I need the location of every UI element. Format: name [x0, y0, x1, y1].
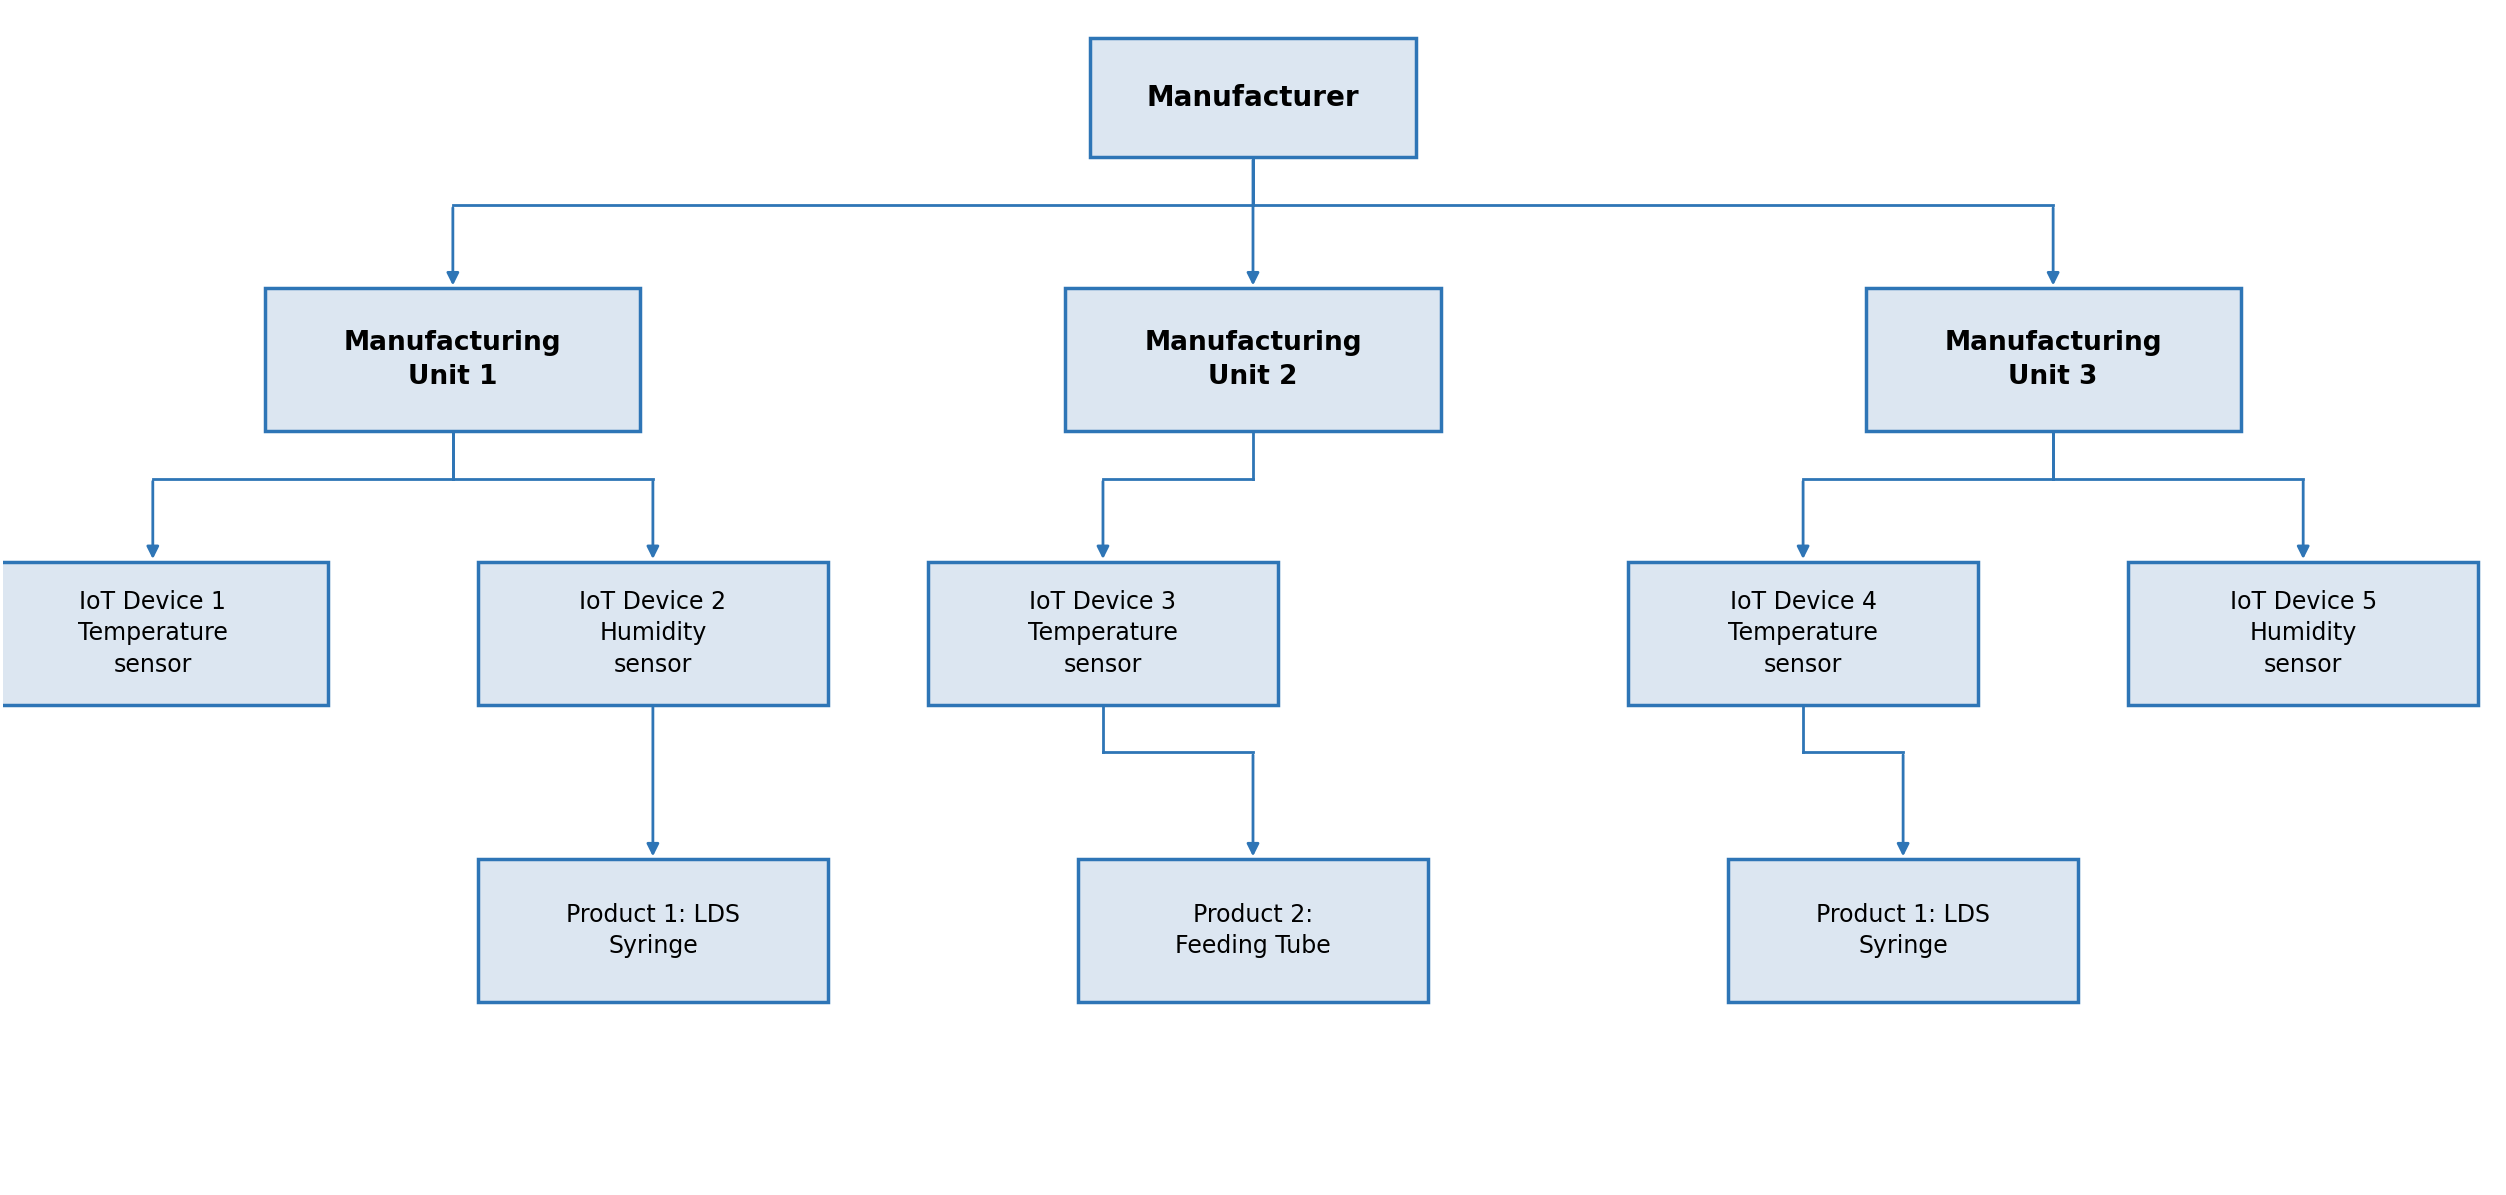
- Text: IoT Device 5
Humidity
sensor: IoT Device 5 Humidity sensor: [2230, 589, 2376, 676]
- Text: IoT Device 3
Temperature
sensor: IoT Device 3 Temperature sensor: [1027, 589, 1178, 676]
- FancyBboxPatch shape: [2128, 562, 2478, 705]
- Text: IoT Device 2
Humidity
sensor: IoT Device 2 Humidity sensor: [579, 589, 727, 676]
- FancyBboxPatch shape: [479, 859, 827, 1001]
- FancyBboxPatch shape: [479, 562, 827, 705]
- Text: IoT Device 1
Temperature
sensor: IoT Device 1 Temperature sensor: [78, 589, 228, 676]
- FancyBboxPatch shape: [1729, 859, 2077, 1001]
- FancyBboxPatch shape: [1065, 288, 1441, 431]
- FancyBboxPatch shape: [1090, 38, 1416, 158]
- FancyBboxPatch shape: [927, 562, 1278, 705]
- Text: Product 1: LDS
Syringe: Product 1: LDS Syringe: [1817, 902, 1990, 958]
- Text: Manufacturing
Unit 2: Manufacturing Unit 2: [1145, 330, 1361, 390]
- Text: Product 1: LDS
Syringe: Product 1: LDS Syringe: [566, 902, 739, 958]
- Text: Manufacturing
Unit 3: Manufacturing Unit 3: [1945, 330, 2163, 390]
- FancyBboxPatch shape: [266, 288, 642, 431]
- Text: Manufacturer: Manufacturer: [1148, 84, 1358, 112]
- FancyBboxPatch shape: [1078, 859, 1428, 1001]
- FancyBboxPatch shape: [1629, 562, 1977, 705]
- Text: Manufacturing
Unit 1: Manufacturing Unit 1: [343, 330, 561, 390]
- Text: IoT Device 4
Temperature
sensor: IoT Device 4 Temperature sensor: [1729, 589, 1877, 676]
- FancyBboxPatch shape: [1864, 288, 2240, 431]
- Text: Product 2:
Feeding Tube: Product 2: Feeding Tube: [1175, 902, 1331, 958]
- FancyBboxPatch shape: [0, 562, 328, 705]
